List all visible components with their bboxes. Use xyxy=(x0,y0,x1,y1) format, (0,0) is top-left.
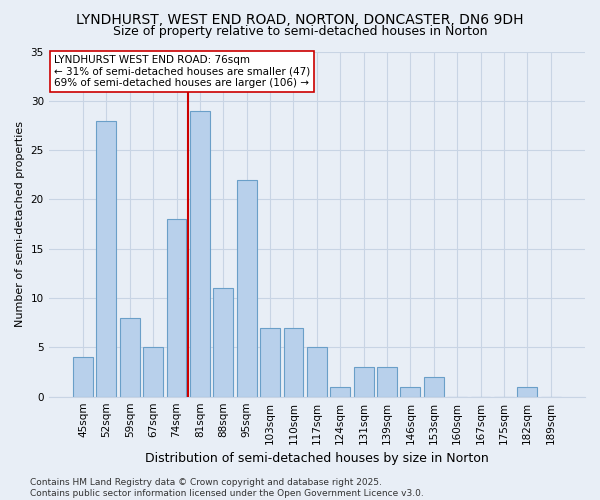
X-axis label: Distribution of semi-detached houses by size in Norton: Distribution of semi-detached houses by … xyxy=(145,452,489,465)
Bar xyxy=(517,387,537,396)
Bar xyxy=(353,367,374,396)
Bar xyxy=(400,387,421,396)
Bar xyxy=(143,348,163,397)
Y-axis label: Number of semi-detached properties: Number of semi-detached properties xyxy=(15,121,25,327)
Bar xyxy=(260,328,280,396)
Text: Contains HM Land Registry data © Crown copyright and database right 2025.
Contai: Contains HM Land Registry data © Crown c… xyxy=(30,478,424,498)
Text: LYNDHURST WEST END ROAD: 76sqm
← 31% of semi-detached houses are smaller (47)
69: LYNDHURST WEST END ROAD: 76sqm ← 31% of … xyxy=(54,55,310,88)
Text: LYNDHURST, WEST END ROAD, NORTON, DONCASTER, DN6 9DH: LYNDHURST, WEST END ROAD, NORTON, DONCAS… xyxy=(76,12,524,26)
Bar xyxy=(97,120,116,396)
Bar xyxy=(377,367,397,396)
Bar xyxy=(73,357,93,397)
Bar xyxy=(237,180,257,396)
Text: Size of property relative to semi-detached houses in Norton: Size of property relative to semi-detach… xyxy=(113,25,487,38)
Bar xyxy=(284,328,304,396)
Bar xyxy=(424,377,443,396)
Bar xyxy=(214,288,233,397)
Bar xyxy=(167,219,187,396)
Bar xyxy=(120,318,140,396)
Bar xyxy=(190,110,210,397)
Bar xyxy=(307,348,327,397)
Bar xyxy=(330,387,350,396)
